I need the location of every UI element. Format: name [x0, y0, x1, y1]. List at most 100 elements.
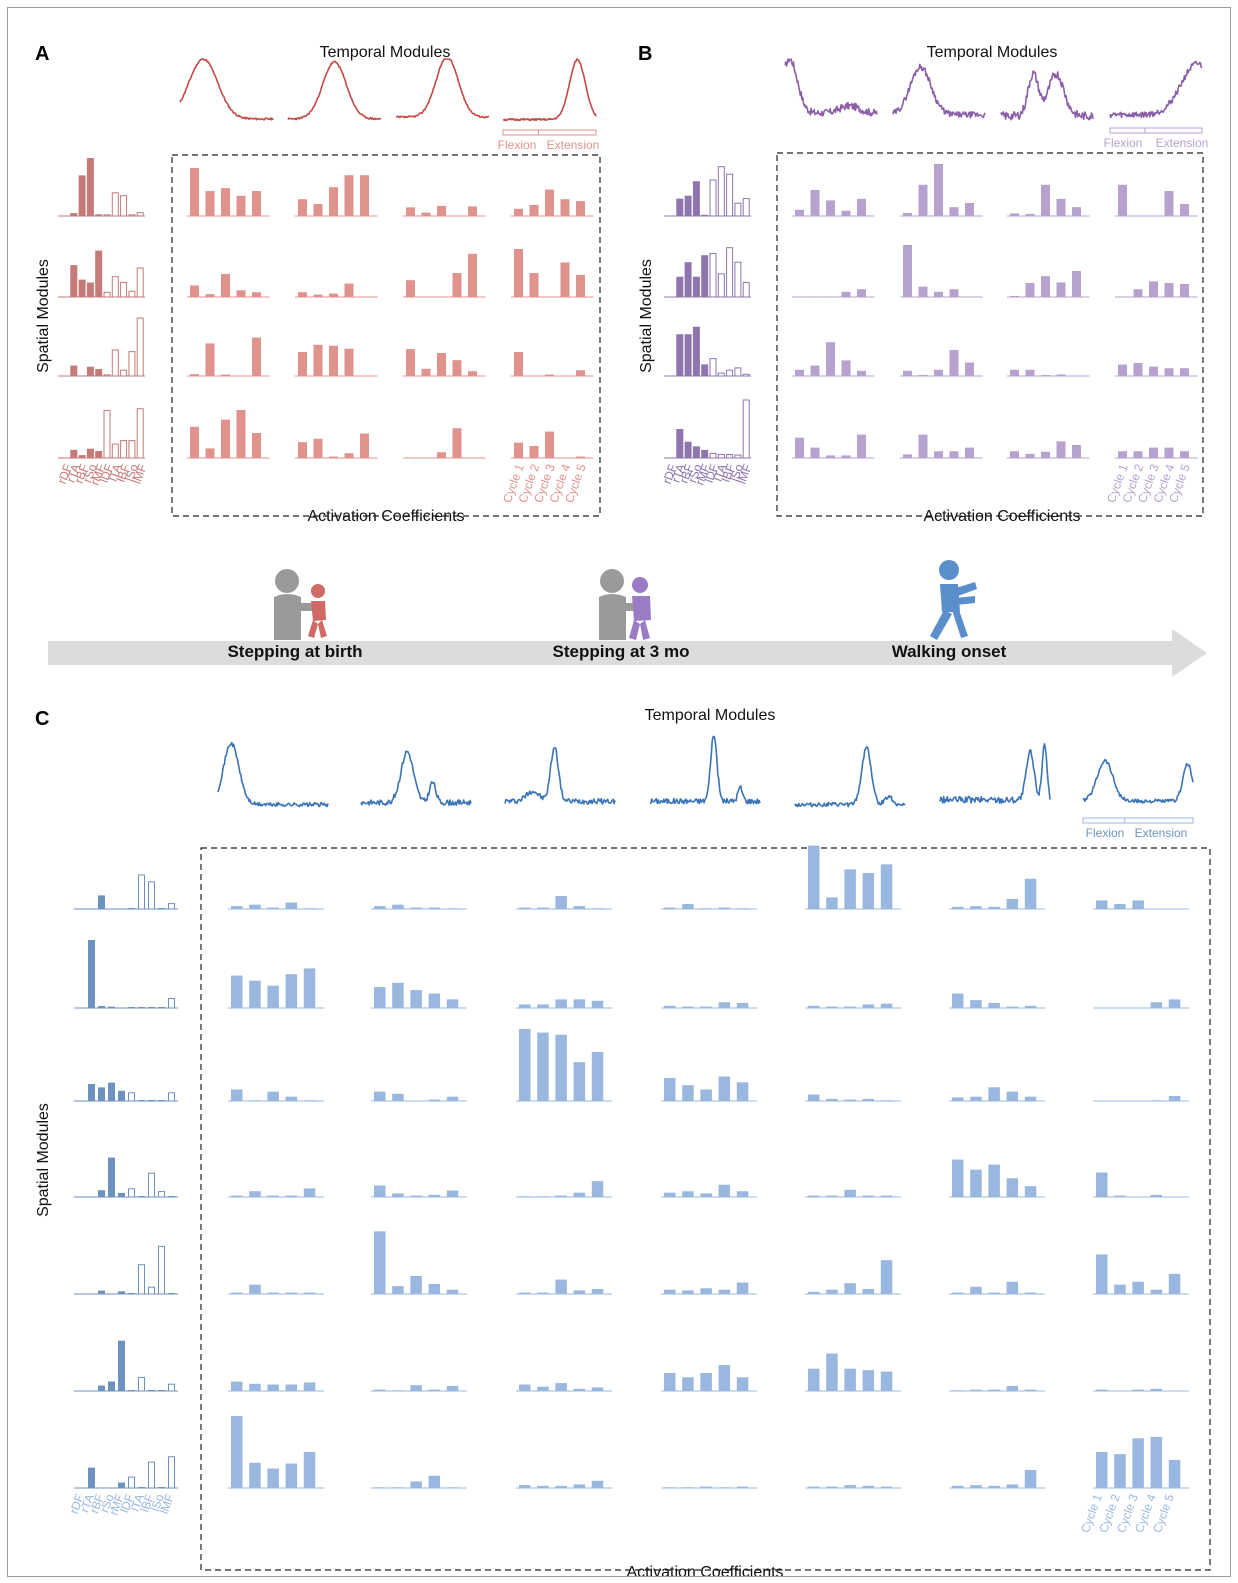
temporal-module-waveform [502, 58, 597, 122]
coefficient-bar [529, 273, 539, 297]
coefficient-bar [988, 1002, 1000, 1008]
flexion-extension-bar [1109, 127, 1203, 134]
spatial-bar-right [701, 449, 709, 458]
spatial-bar-left [717, 273, 725, 298]
coefficient-bar [1133, 363, 1143, 376]
coefficient-bar [410, 1385, 422, 1391]
timeline: Stepping at birth Stepping at 3 mo Walki… [48, 560, 1207, 677]
coefficient-bar [810, 447, 820, 458]
coefficient-bar [808, 1291, 820, 1294]
coefficient-bar [446, 1096, 459, 1101]
spatial-bar-right [86, 366, 94, 376]
coefficient-bar [313, 204, 323, 216]
spatial-bar-left [717, 454, 725, 459]
coefficient-bar [360, 175, 369, 216]
spatial-bar-left [138, 1264, 145, 1295]
coefficient-bar [808, 1005, 820, 1008]
spatial-bar-right [692, 446, 700, 458]
spatial-bar-right [95, 451, 103, 458]
temporal-module-waveform [179, 58, 274, 121]
coefficient-bar [700, 1006, 712, 1008]
coefficient-bar [298, 352, 307, 376]
spatial-bar-right [676, 276, 684, 297]
coefficient-bar [519, 1029, 531, 1101]
muscle-label: lTA [128, 1492, 147, 1513]
coefficient-bar [428, 1283, 441, 1294]
muscle-label: lBF [719, 462, 738, 484]
coefficient-bar [826, 1098, 838, 1101]
coefficient-bar [231, 975, 243, 1008]
coefficient-bar [421, 368, 431, 376]
coefficient-bar [664, 1373, 676, 1391]
coefficient-bar [410, 990, 422, 1008]
spatial-bar-right [108, 1082, 115, 1101]
coefficient-bar [560, 199, 570, 216]
coefficient-bar [446, 1190, 459, 1197]
coefficient-bar [514, 442, 523, 458]
coefficient-bar [446, 1289, 459, 1294]
coefficient-bar [700, 1089, 712, 1101]
coefficient-bar [808, 1368, 820, 1391]
spatial-bar-right [684, 441, 692, 458]
coefficient-bar [249, 1462, 261, 1488]
coefficient-bar [231, 1292, 243, 1294]
spatial-bar-left [709, 179, 717, 217]
coefficient-bar [1150, 1289, 1163, 1294]
spatial-bar-right [98, 1290, 105, 1294]
coefficient-bar [428, 1475, 441, 1488]
coefficient-bar [1072, 271, 1081, 297]
coefficient-bar [1096, 1389, 1108, 1391]
coefficient-bar [1024, 1096, 1037, 1101]
temporal-module-waveform [784, 58, 878, 117]
spatial-bar-right [701, 255, 709, 297]
panel-label-a: A [35, 43, 49, 65]
coefficient-bar [313, 344, 323, 376]
coefficient-bar [205, 343, 215, 376]
panel-label-b: B [638, 43, 652, 65]
coefficient-bar [736, 1486, 749, 1488]
spatial-bar-right [88, 940, 95, 1008]
muscle-label: rDF [67, 1492, 87, 1516]
coefficient-bar [303, 1188, 316, 1197]
coefficient-bar [1006, 1385, 1019, 1391]
walking-toddler-icon [930, 560, 977, 640]
coefficient-bar [374, 906, 386, 909]
coefficient-bar [1025, 213, 1035, 216]
coefficient-bar [952, 1292, 964, 1294]
coefficient-bar [514, 208, 523, 216]
coefficient-bar [988, 1485, 1000, 1488]
coefficient-bar [826, 1195, 838, 1197]
spatial-bar-right [98, 1005, 105, 1008]
muscle-label: rSo [80, 462, 100, 485]
coefficient-bar [682, 1085, 694, 1101]
spatial-bar-left [742, 282, 750, 298]
coefficient-bar [231, 1089, 243, 1101]
coefficient-bar [844, 1283, 856, 1294]
coefficient-bar [190, 426, 199, 458]
coefficient-bar [1118, 184, 1127, 216]
spatial-bar-left [709, 452, 717, 459]
flexion-label-b: Flexion [1104, 136, 1143, 150]
spatial-bar-left [128, 351, 136, 377]
spatial-bar-right [692, 326, 700, 376]
spatial-bar-left [120, 440, 128, 459]
spatial-bar-right [98, 1190, 105, 1197]
coefficient-bar [1024, 1186, 1037, 1197]
coefficient-bar [303, 968, 316, 1008]
coefficient-bar [267, 1091, 279, 1101]
coefficient-bar [519, 907, 531, 909]
coefficient-bar [329, 293, 338, 297]
coefficient-bar [1056, 198, 1066, 216]
coefficient-bar [841, 455, 851, 458]
coefficient-bar [1025, 282, 1035, 297]
coefficient-bar [1150, 1002, 1163, 1008]
coefficient-bar [1150, 1436, 1163, 1488]
activation-coefficients-frame [171, 154, 601, 517]
coefficient-bar [1164, 191, 1174, 216]
coefficient-bar [808, 1195, 820, 1197]
coefficient-bar [591, 1052, 604, 1101]
coefficient-bar [428, 1099, 441, 1101]
